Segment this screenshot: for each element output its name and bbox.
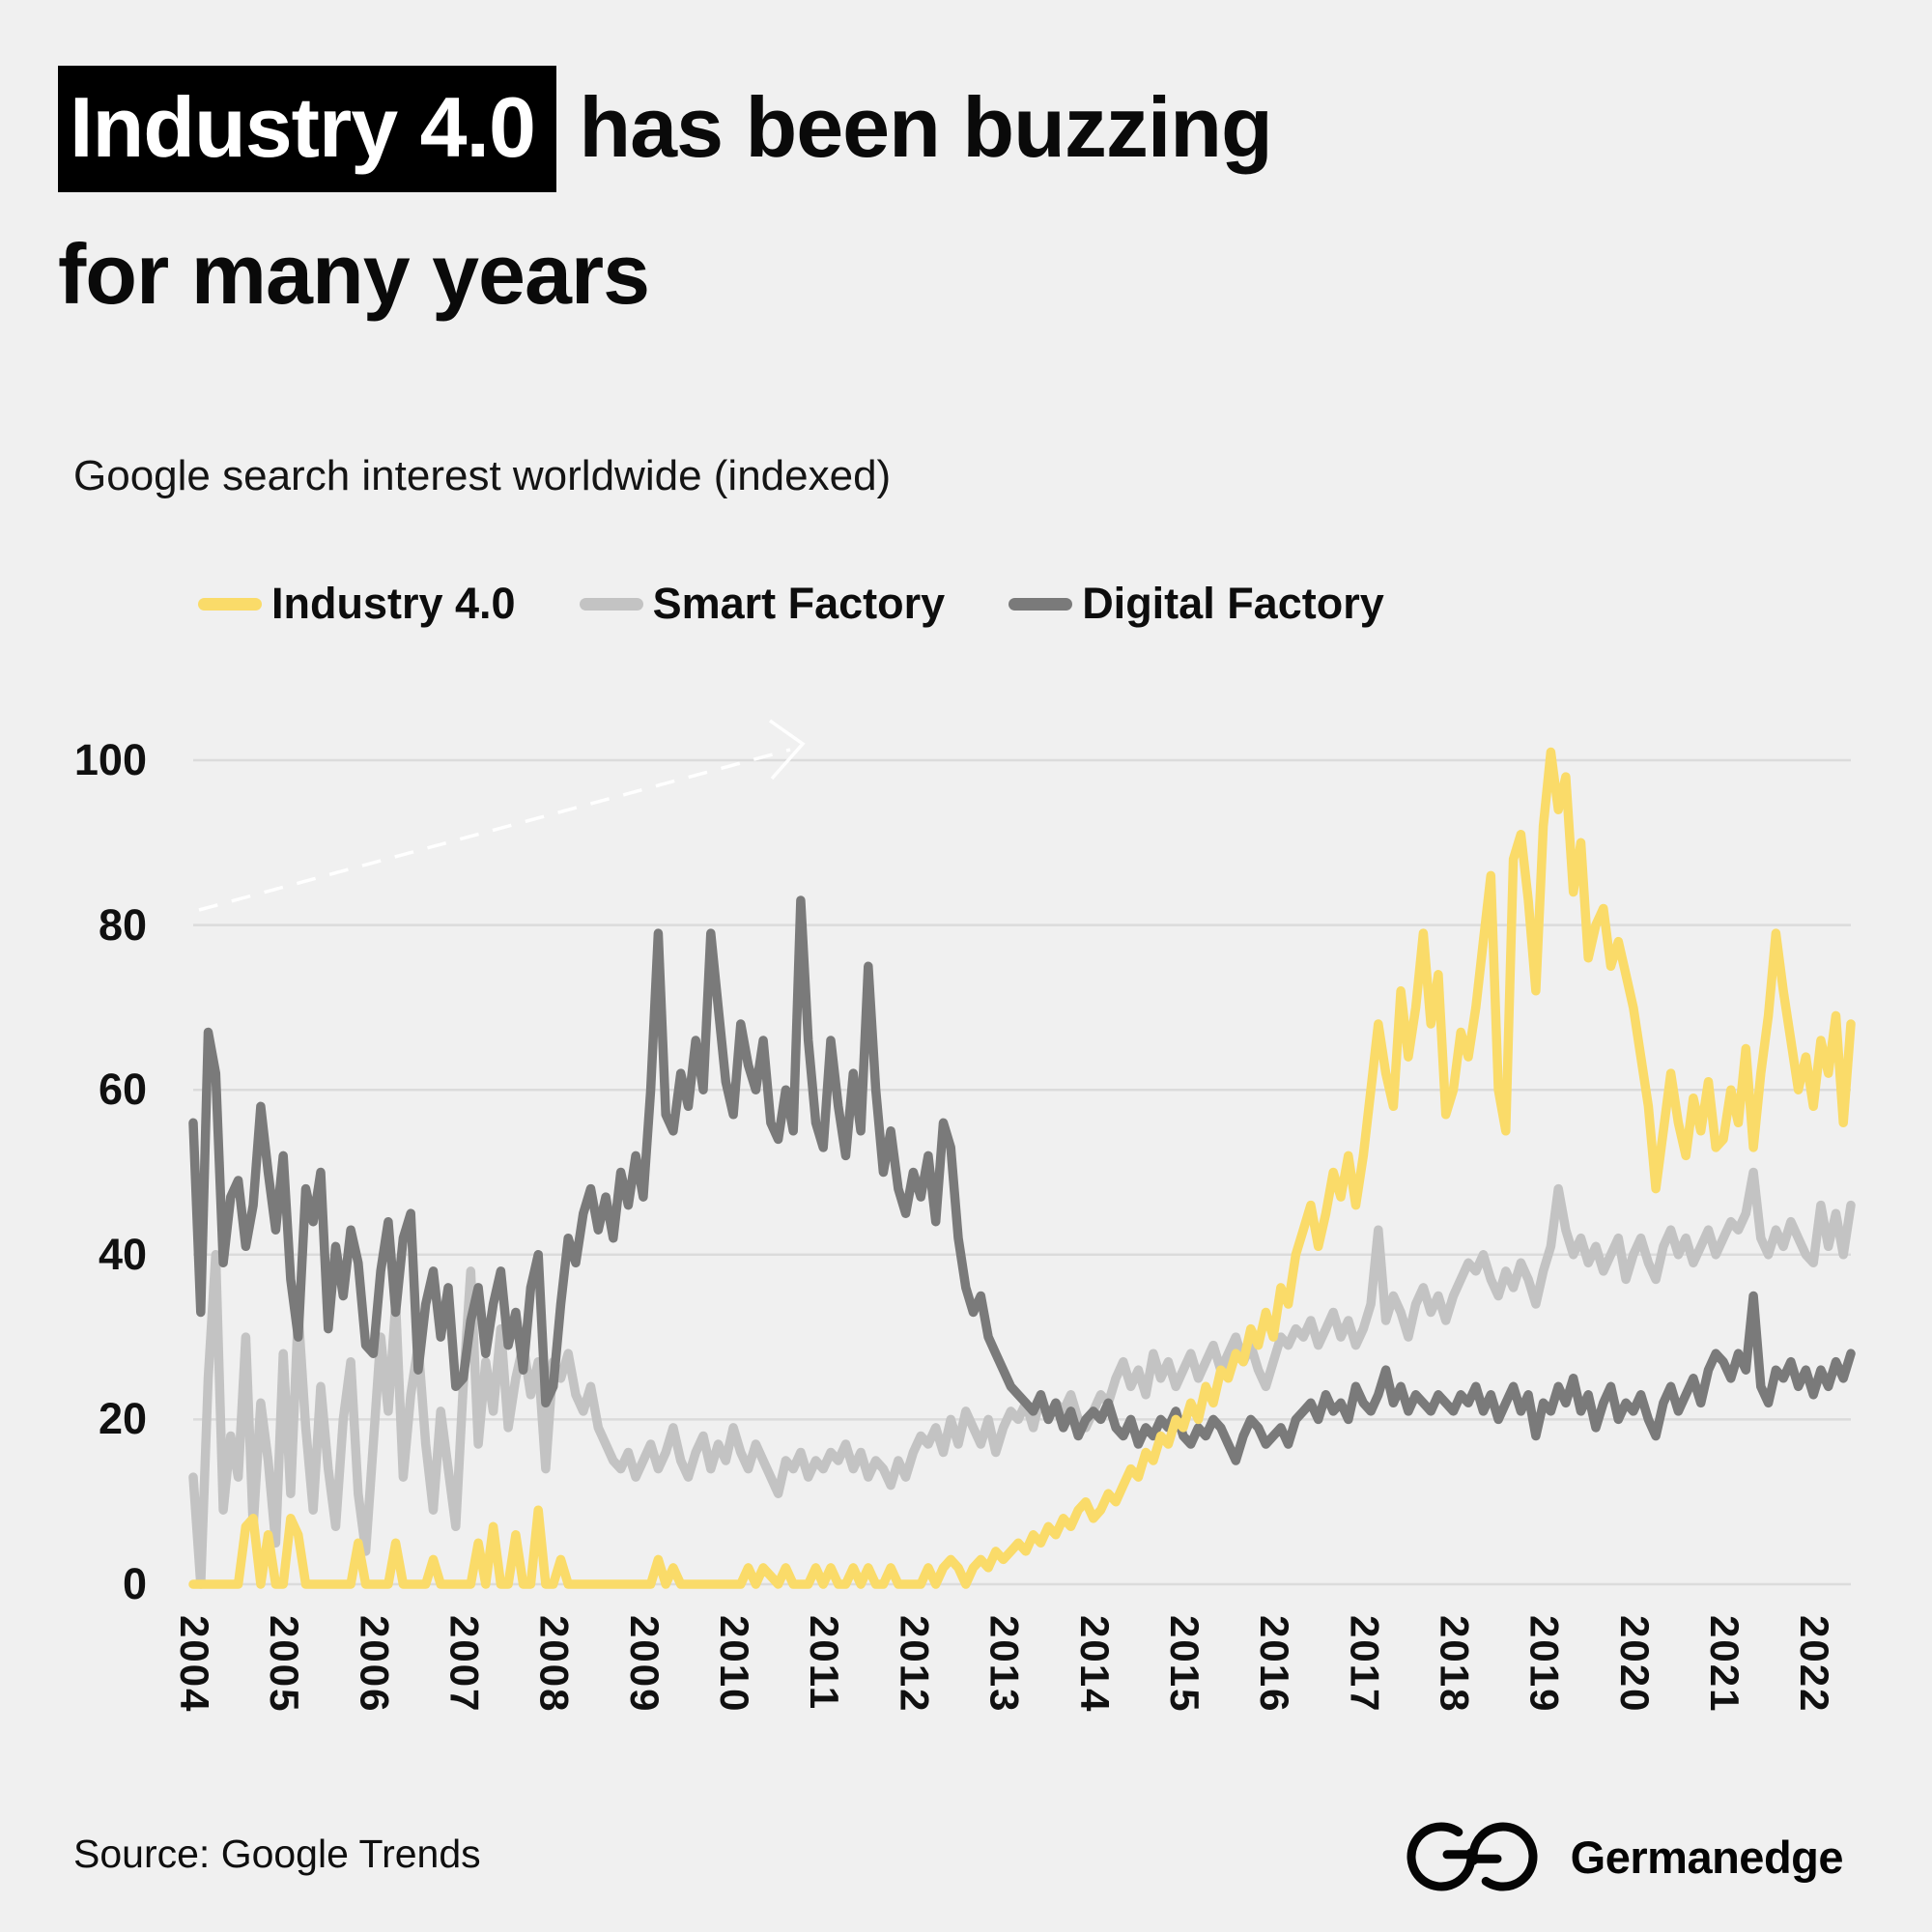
legend-swatch-digital-factory <box>1009 597 1073 611</box>
germanedge-logo-icon <box>1406 1822 1538 1891</box>
x-tick-label: 2005 <box>262 1615 308 1714</box>
brand-name: Germanedge <box>1570 1831 1844 1883</box>
x-tick-label: 2021 <box>1702 1615 1747 1714</box>
x-tick-label: 2020 <box>1611 1615 1658 1714</box>
page-title: Industry 4.0 has been buzzing for many ye… <box>58 54 1835 348</box>
x-tick-label: 2015 <box>1161 1615 1208 1714</box>
brand-lockup: Germanedge <box>1403 1816 1844 1897</box>
x-tick-label: 2004 <box>172 1615 217 1714</box>
series-line-industry-4-0 <box>188 747 1856 1589</box>
x-tick-label: 2022 <box>1792 1615 1838 1714</box>
x-tick-label: 2016 <box>1252 1615 1298 1714</box>
x-tick-label: 2008 <box>531 1615 578 1714</box>
legend-label: Smart Factory <box>652 579 946 628</box>
y-tick-label: 20 <box>98 1394 147 1444</box>
legend-item-industry-4-0: Industry 4.0 <box>198 579 516 629</box>
legend-item-smart-factory: Smart Factory <box>579 579 946 629</box>
legend-swatch-industry-4-0 <box>198 597 262 611</box>
y-tick-label: 80 <box>98 899 147 950</box>
y-tick-label: 40 <box>98 1229 147 1279</box>
legend-item-digital-factory: Digital Factory <box>1009 579 1384 629</box>
x-tick-label: 2017 <box>1342 1615 1388 1714</box>
dashed-arrow-annotation <box>198 719 806 912</box>
series-line-digital-factory <box>188 895 1856 1465</box>
source-note: Source: Google Trends <box>73 1832 481 1876</box>
chart-legend: Industry 4.0 Smart Factory Digital Facto… <box>198 572 1384 636</box>
x-tick-label: 2006 <box>352 1615 398 1714</box>
legend-label: Digital Factory <box>1082 579 1384 628</box>
x-tick-label: 2014 <box>1071 1615 1118 1714</box>
x-tick-label: 2013 <box>981 1615 1028 1714</box>
x-tick-label: 2009 <box>621 1615 668 1714</box>
x-tick-label: 2011 <box>802 1615 848 1712</box>
title-line2: for many years <box>58 226 650 322</box>
title-highlight: Industry 4.0 <box>58 66 556 192</box>
series-line-smart-factory <box>188 1167 1856 1589</box>
legend-swatch-smart-factory <box>579 597 643 611</box>
legend-label: Industry 4.0 <box>271 579 516 628</box>
chart-subtitle: Google search interest worldwide (indexe… <box>73 452 892 499</box>
x-tick-label: 2010 <box>712 1615 758 1714</box>
x-tick-label: 2007 <box>441 1615 488 1714</box>
x-tick-label: 2018 <box>1432 1615 1478 1714</box>
y-tick-label: 100 <box>73 735 147 784</box>
y-tick-label: 0 <box>122 1559 147 1608</box>
x-tick-label: 2012 <box>892 1615 938 1714</box>
x-tick-label: 2019 <box>1521 1615 1568 1714</box>
title-line1-rest: has been buzzing <box>555 79 1272 175</box>
y-tick-label: 60 <box>98 1065 147 1115</box>
